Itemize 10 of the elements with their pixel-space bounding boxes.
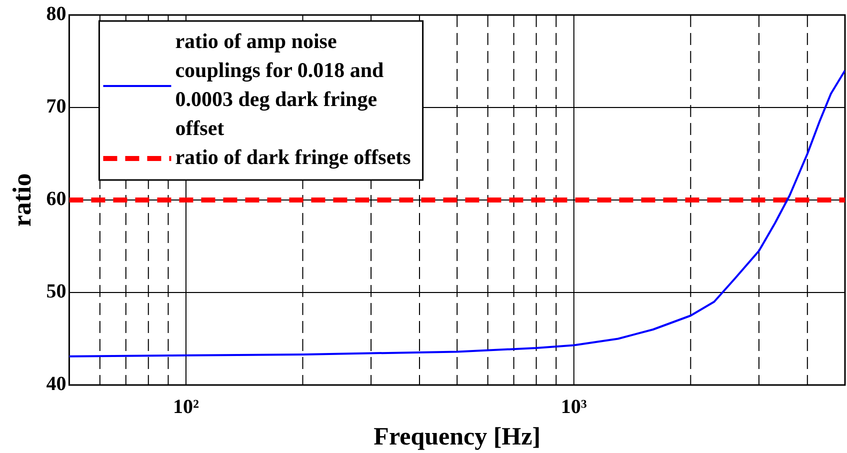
y-tick-label: 40: [46, 373, 66, 396]
x-tick-label: 10²: [172, 396, 199, 418]
y-axis-title: ratio: [7, 173, 36, 227]
legend-label: ratio of dark fringe offsets: [175, 144, 411, 169]
x-tick-label: 10³: [560, 396, 587, 418]
y-tick-label: 80: [46, 3, 66, 26]
x-axis-title: Frequency [Hz]: [374, 423, 541, 450]
y-tick-label: 70: [46, 96, 66, 118]
y-tick-label: 60: [46, 188, 66, 210]
y-tick-label: 50: [46, 280, 66, 303]
